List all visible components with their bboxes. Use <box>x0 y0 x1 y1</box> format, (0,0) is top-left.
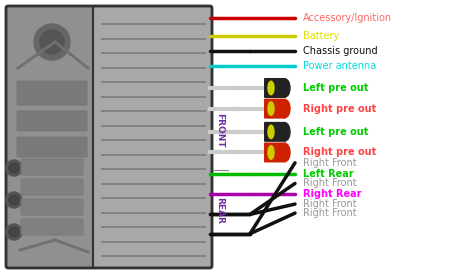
Ellipse shape <box>268 81 274 95</box>
Ellipse shape <box>280 100 290 118</box>
Circle shape <box>6 160 22 176</box>
Circle shape <box>9 195 19 205</box>
Ellipse shape <box>280 123 290 141</box>
Circle shape <box>6 224 22 240</box>
FancyBboxPatch shape <box>264 142 286 162</box>
FancyBboxPatch shape <box>21 179 83 195</box>
Text: Battery: Battery <box>303 31 339 41</box>
FancyBboxPatch shape <box>264 122 286 142</box>
Ellipse shape <box>280 144 290 161</box>
FancyBboxPatch shape <box>93 6 212 268</box>
FancyBboxPatch shape <box>17 111 87 131</box>
Text: Right pre out: Right pre out <box>303 147 376 158</box>
Circle shape <box>6 192 22 208</box>
Text: FRONT: FRONT <box>216 113 225 147</box>
FancyBboxPatch shape <box>264 99 286 119</box>
Circle shape <box>9 163 19 173</box>
Text: Right Rear: Right Rear <box>303 189 362 199</box>
Circle shape <box>9 227 19 237</box>
Text: Power antenna: Power antenna <box>303 61 376 71</box>
Text: REAR: REAR <box>216 196 225 223</box>
Circle shape <box>34 24 70 60</box>
Text: Chassis ground: Chassis ground <box>303 46 378 56</box>
Text: Right Front: Right Front <box>303 208 356 218</box>
Ellipse shape <box>268 102 274 115</box>
Text: Left Rear: Left Rear <box>303 169 354 179</box>
FancyBboxPatch shape <box>21 219 83 235</box>
FancyBboxPatch shape <box>264 78 286 98</box>
Text: Left pre out: Left pre out <box>303 127 368 137</box>
FancyBboxPatch shape <box>17 81 87 105</box>
FancyBboxPatch shape <box>17 137 87 157</box>
Text: Accessory/Ignition: Accessory/Ignition <box>303 13 392 23</box>
Ellipse shape <box>280 79 290 97</box>
Ellipse shape <box>268 146 274 159</box>
Text: Right Front: Right Front <box>303 178 356 189</box>
FancyBboxPatch shape <box>21 159 83 175</box>
FancyBboxPatch shape <box>6 6 97 268</box>
Text: Right pre out: Right pre out <box>303 104 376 114</box>
Text: Right Front: Right Front <box>303 158 356 168</box>
Text: Right Front: Right Front <box>303 199 356 209</box>
Circle shape <box>40 30 64 54</box>
Text: Left pre out: Left pre out <box>303 83 368 93</box>
FancyBboxPatch shape <box>21 199 83 215</box>
Ellipse shape <box>268 125 274 139</box>
